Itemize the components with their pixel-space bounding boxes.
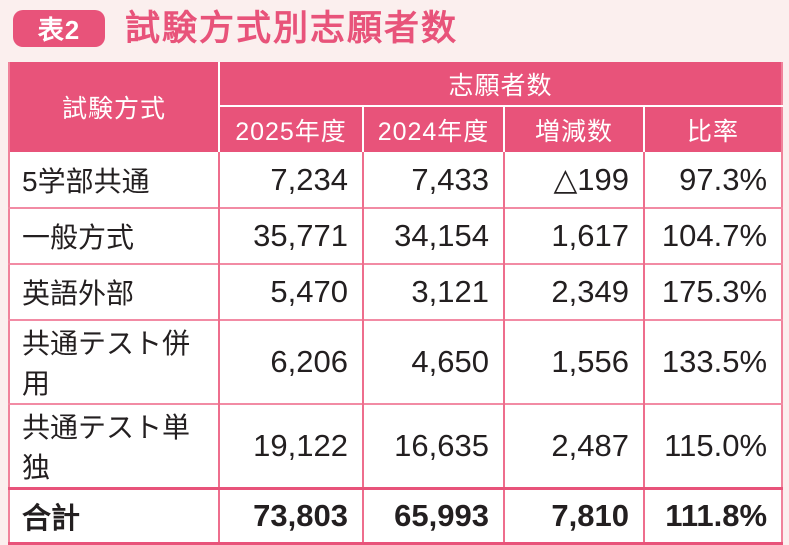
value-difference: △199 xyxy=(503,152,644,208)
column-header-2024: 2024年度 xyxy=(362,106,504,152)
value-2025: 19,122 xyxy=(218,403,363,489)
table-row: 共通テスト単独 19,122 16,635 2,487 115.0% xyxy=(9,403,783,489)
table-row: 一般方式 35,771 34,154 1,617 104.7% xyxy=(9,207,783,264)
row-label: 一般方式 xyxy=(9,207,219,264)
value-2024: 34,154 xyxy=(362,207,504,264)
row-label: 共通テスト併用 xyxy=(9,319,219,404)
value-2024: 4,650 xyxy=(362,319,504,404)
row-label: 共通テスト単独 xyxy=(9,403,219,489)
column-group-header-applicants: 志願者数 xyxy=(219,62,783,107)
applicants-by-exam-method-table: 試験方式 志願者数 2025年度 2024年度 増減数 比率 5学部共通 7,2… xyxy=(8,62,784,545)
total-difference: 7,810 xyxy=(503,487,644,544)
column-header-difference: 増減数 xyxy=(503,106,644,152)
value-difference: 2,349 xyxy=(503,263,644,320)
total-label: 合計 xyxy=(9,487,219,544)
header-row-columns: 2025年度 2024年度 増減数 比率 xyxy=(9,106,783,152)
total-ratio: 111.8% xyxy=(642,487,783,544)
value-2025: 35,771 xyxy=(218,207,363,264)
value-2024: 3,121 xyxy=(362,263,504,320)
page-title: 試験方式別志願者数 xyxy=(125,9,459,48)
row-label: 5学部共通 xyxy=(22,165,150,197)
value-difference: 1,556 xyxy=(503,319,644,404)
column-header-ratio: 比率 xyxy=(642,106,783,152)
total-2024: 65,993 xyxy=(362,487,504,544)
row-label: 英語外部 xyxy=(9,263,219,320)
value-2024: 7,433 xyxy=(362,152,504,208)
table-number-badge: 表2 xyxy=(13,10,105,47)
total-2025: 73,803 xyxy=(218,487,363,544)
value-difference: 2,487 xyxy=(503,403,644,489)
table-row: 5学部共通 7,234 7,433 △199 97.3% xyxy=(9,152,783,208)
value-ratio: 104.7% xyxy=(642,207,783,264)
column-header-2025: 2025年度 xyxy=(219,106,363,152)
value-ratio: 115.0% xyxy=(642,403,783,489)
value-ratio: 97.3% xyxy=(642,152,783,208)
column-header-exam-method: 試験方式 xyxy=(9,62,220,152)
value-2024: 16,635 xyxy=(362,403,504,489)
value-difference: 1,617 xyxy=(503,207,644,264)
table-row: 共通テスト併用 6,206 4,650 1,556 133.5% xyxy=(9,319,783,404)
header-row-group: 試験方式 志願者数 xyxy=(9,62,783,152)
value-ratio: 175.3% xyxy=(642,263,783,320)
value-2025: 7,234 xyxy=(218,152,363,208)
table-total-row: 合計 73,803 65,993 7,810 111.8% xyxy=(9,487,783,544)
value-ratio: 133.5% xyxy=(642,319,783,404)
value-2025: 5,470 xyxy=(218,263,363,320)
table-caption: 表2 試験方式別志願者数 xyxy=(13,10,458,47)
value-2025: 6,206 xyxy=(218,319,363,404)
table-row: 英語外部 5,470 3,121 2,349 175.3% xyxy=(9,263,783,320)
